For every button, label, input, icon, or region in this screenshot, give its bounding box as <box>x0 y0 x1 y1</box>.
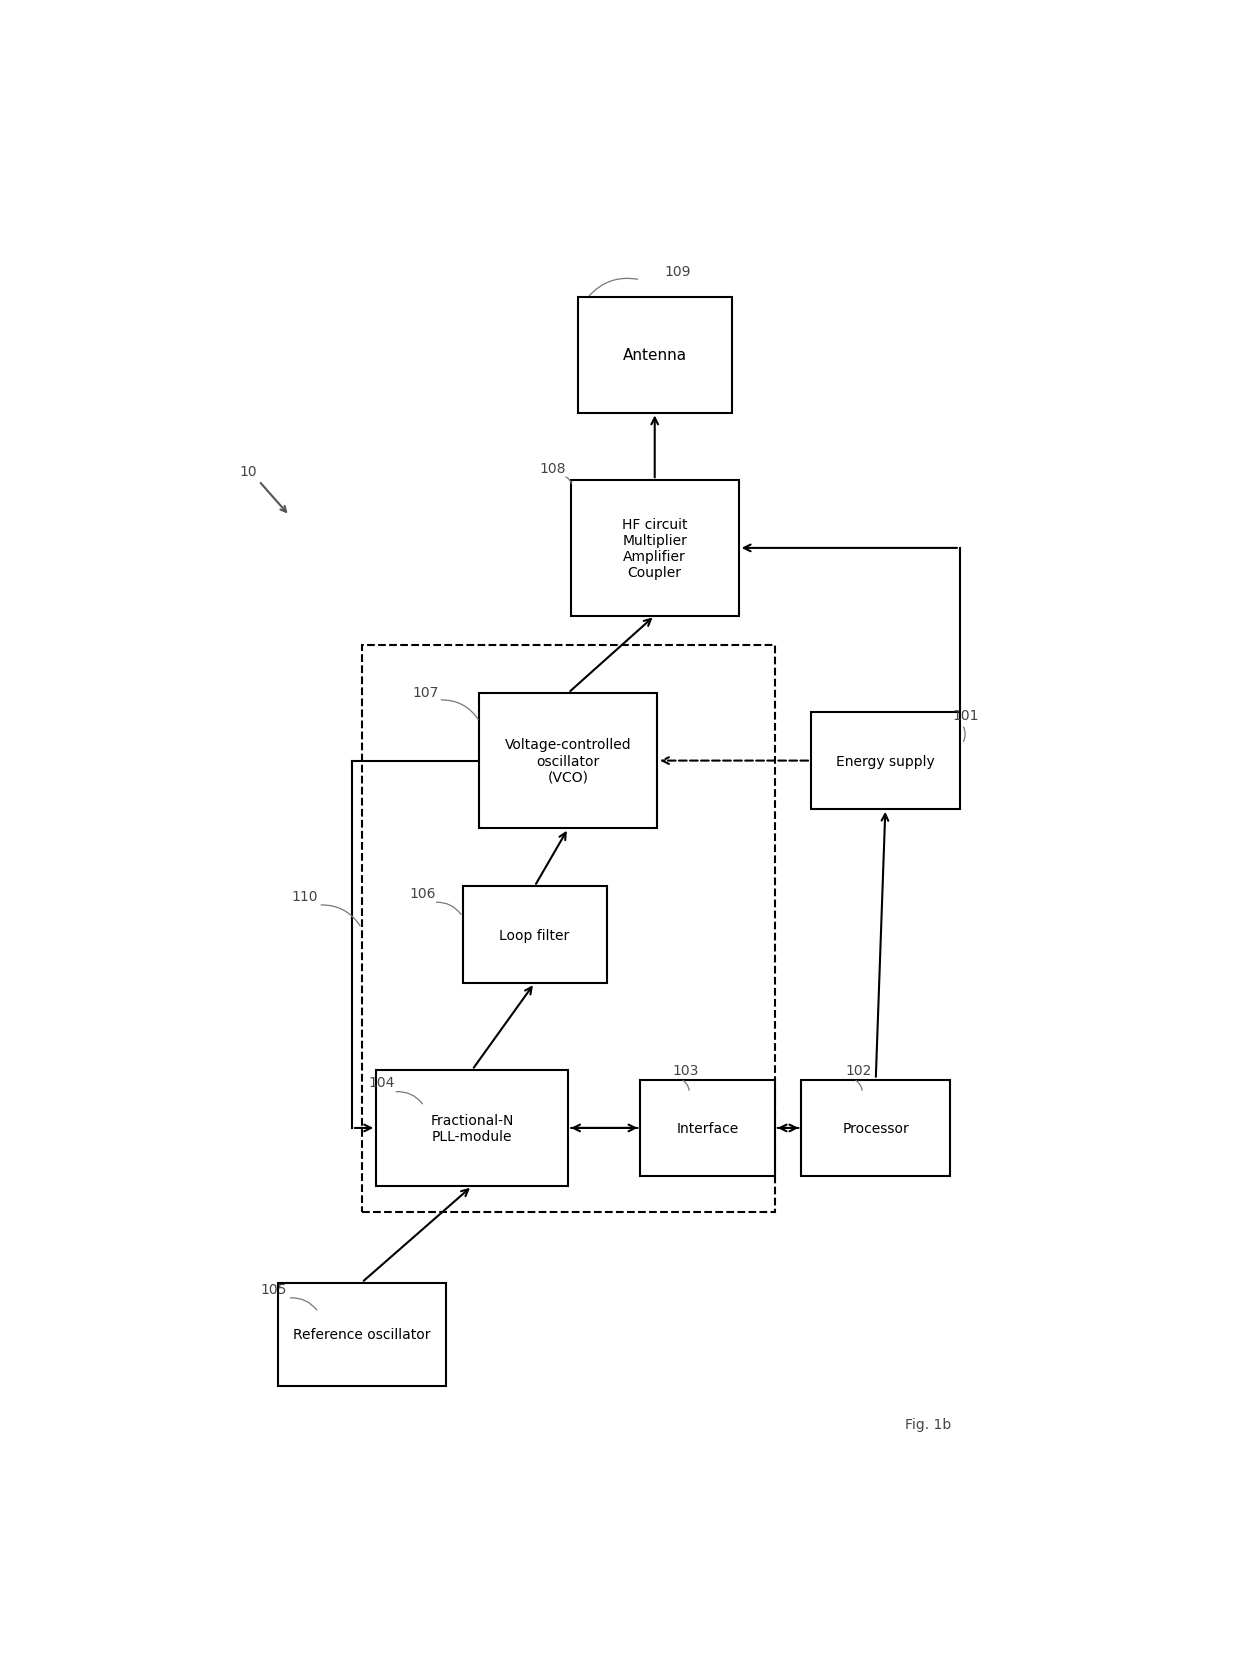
Bar <box>801 1081 950 1176</box>
Text: Interface: Interface <box>677 1121 739 1136</box>
Text: 101: 101 <box>952 709 980 723</box>
Bar <box>362 646 775 1211</box>
Text: Energy supply: Energy supply <box>836 755 935 768</box>
Bar <box>578 298 732 413</box>
Text: Reference oscillator: Reference oscillator <box>293 1327 430 1342</box>
Text: Processor: Processor <box>842 1121 909 1136</box>
Text: 103: 103 <box>672 1064 698 1077</box>
Text: 104: 104 <box>368 1074 394 1089</box>
Text: Antenna: Antenna <box>622 348 687 363</box>
Bar <box>376 1071 568 1186</box>
Bar <box>463 887 606 984</box>
Text: 108: 108 <box>539 462 565 475</box>
Text: HF circuit
Multiplier
Amplifier
Coupler: HF circuit Multiplier Amplifier Coupler <box>622 517 687 581</box>
Bar <box>640 1081 775 1176</box>
Text: Loop filter: Loop filter <box>500 929 569 942</box>
Text: 107: 107 <box>413 686 439 699</box>
Text: 110: 110 <box>291 890 317 903</box>
Text: 105: 105 <box>260 1282 288 1297</box>
Bar <box>278 1283 445 1385</box>
Text: Fractional-N
PLL-module: Fractional-N PLL-module <box>430 1113 513 1143</box>
Bar <box>480 694 657 828</box>
Text: Voltage-controlled
oscillator
(VCO): Voltage-controlled oscillator (VCO) <box>505 738 631 785</box>
Bar <box>570 480 739 616</box>
Text: 102: 102 <box>844 1064 872 1077</box>
Text: Fig. 1b: Fig. 1b <box>905 1417 951 1432</box>
Text: 10: 10 <box>239 465 257 478</box>
Text: 109: 109 <box>665 264 691 279</box>
Text: 106: 106 <box>409 887 436 900</box>
Bar <box>811 713 960 810</box>
